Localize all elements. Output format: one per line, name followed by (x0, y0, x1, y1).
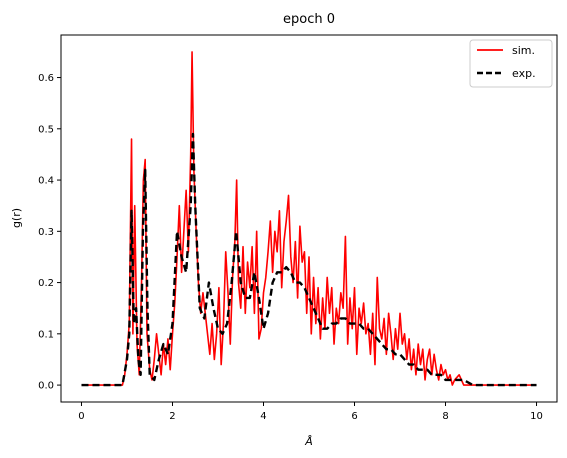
y-tick-label: 0.3 (38, 227, 54, 238)
series-layer (81, 51, 537, 387)
x-tick-label: 2 (169, 411, 175, 422)
x-tick-label: 0 (78, 411, 84, 422)
chart-title: epoch 0 (283, 12, 335, 27)
legend-box (469, 39, 553, 88)
series-line-exp (81, 132, 537, 387)
x-axis-title: Å (304, 435, 313, 448)
x-axis: 0 2 4 6 8 10 (78, 402, 543, 422)
legend-label-exp: exp. (512, 67, 536, 80)
x-tick-label: 4 (260, 411, 266, 422)
y-axis: 0.0 0.1 0.2 0.3 0.4 0.5 0.6 (38, 73, 61, 392)
y-axis-title: g(r) (10, 208, 23, 228)
legend-label-sim: sim. (512, 44, 535, 57)
y-tick-label: 0.4 (38, 176, 54, 187)
series-line-sim (81, 51, 537, 386)
x-tick-label: 10 (530, 411, 543, 422)
x-tick-label: 8 (442, 411, 448, 422)
x-tick-label: 6 (351, 411, 357, 422)
y-tick-label: 0.1 (38, 329, 54, 340)
plot-frame (60, 34, 558, 403)
y-tick-label: 0.2 (38, 278, 54, 289)
y-tick-label: 0.5 (38, 124, 54, 135)
legend: sim. exp. (469, 39, 553, 88)
y-tick-label: 0.6 (38, 73, 54, 84)
y-tick-label: 0.0 (38, 381, 54, 392)
